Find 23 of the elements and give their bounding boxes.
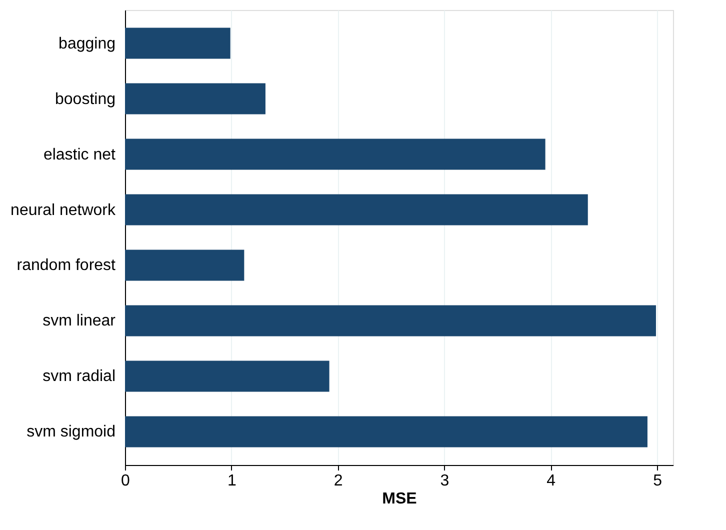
x-tick-label: 2 bbox=[334, 472, 343, 490]
bar bbox=[125, 416, 648, 448]
bar bbox=[125, 305, 656, 336]
y-tick-label: bagging bbox=[58, 35, 116, 52]
y-tick-label: boosting bbox=[55, 90, 116, 108]
x-tick-label: 3 bbox=[440, 472, 450, 490]
bar bbox=[125, 83, 266, 114]
y-tick-label: svm linear bbox=[42, 312, 116, 330]
y-tick-label: neural network bbox=[10, 202, 116, 219]
x-tick-label: 0 bbox=[121, 472, 130, 490]
bar bbox=[125, 138, 546, 170]
y-tick-label: random forest bbox=[16, 257, 116, 274]
y-tick-label: svm sigmoid bbox=[26, 424, 116, 441]
bar bbox=[125, 194, 588, 226]
x-tick-label: 5 bbox=[653, 472, 662, 490]
bar bbox=[125, 250, 244, 281]
bar bbox=[125, 360, 330, 392]
y-tick-label: elastic net bbox=[43, 146, 116, 164]
bar bbox=[125, 28, 230, 59]
x-tick-label: 4 bbox=[546, 472, 556, 490]
y-tick-label: svm radial bbox=[42, 368, 116, 386]
x-tick-label: 1 bbox=[227, 472, 236, 490]
x-axis-title: MSE bbox=[382, 490, 418, 508]
